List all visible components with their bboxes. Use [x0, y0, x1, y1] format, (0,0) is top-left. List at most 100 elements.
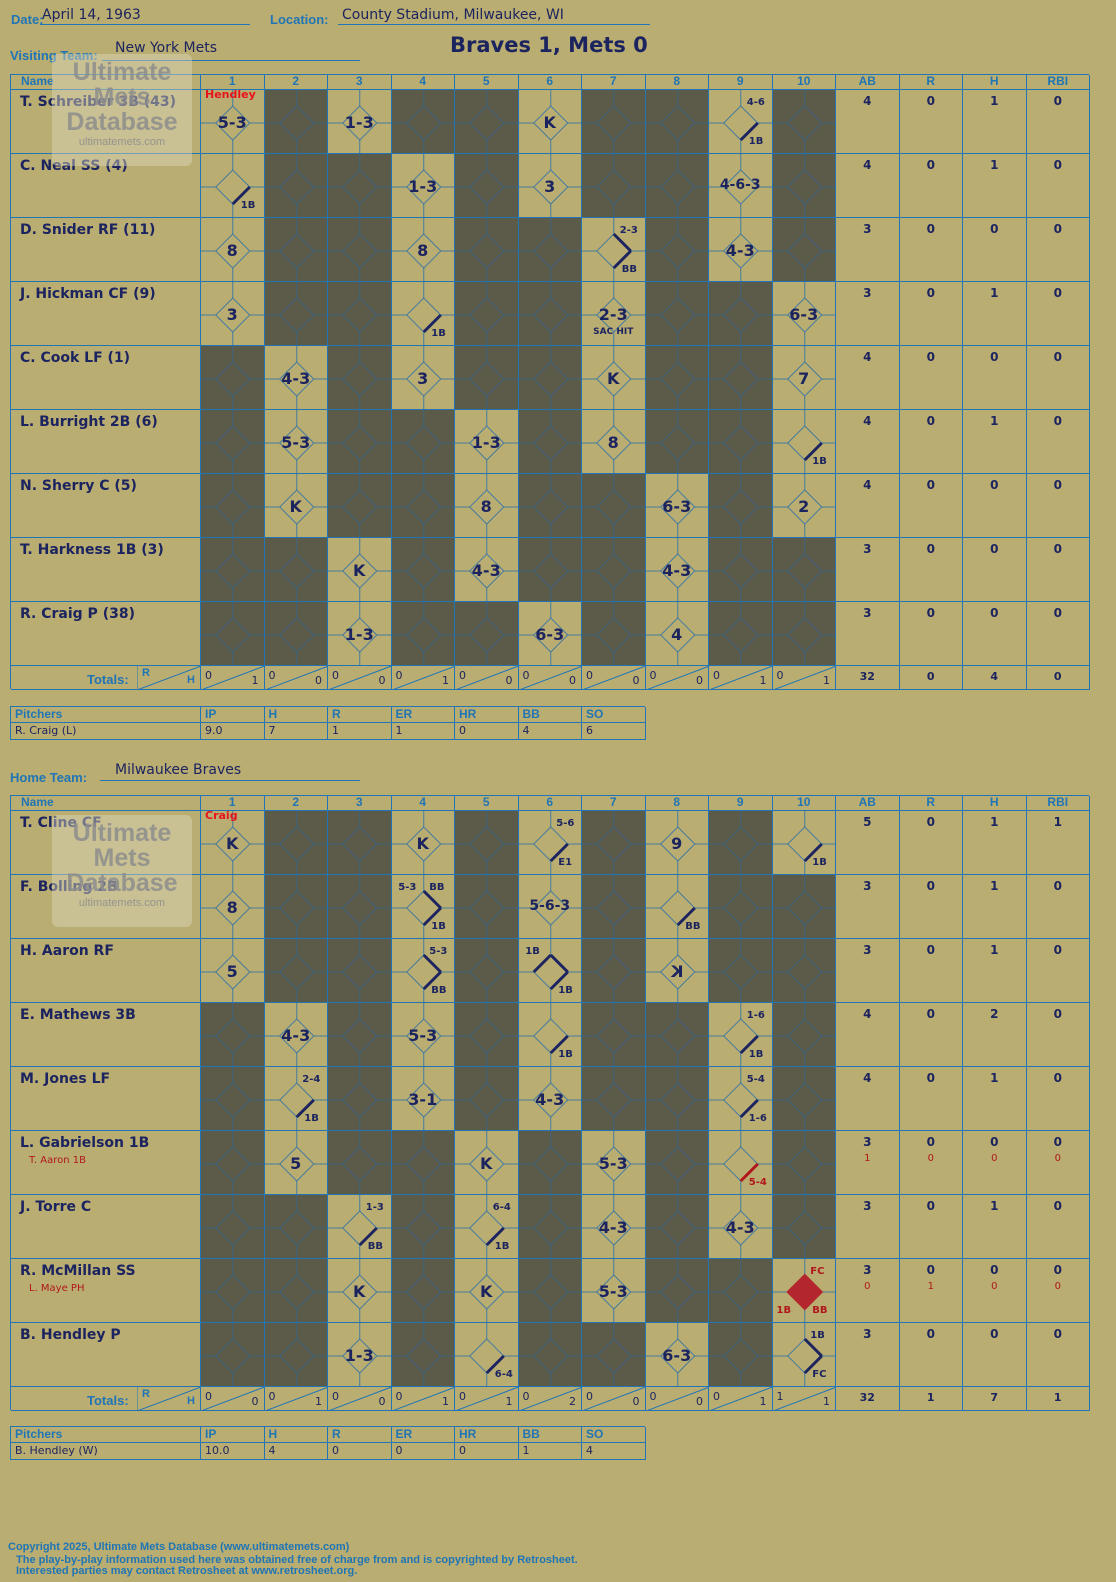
totals-divider: [391, 1387, 455, 1411]
play-notation: 4-3: [471, 561, 501, 580]
pitcher-stat: 4: [264, 1443, 328, 1460]
stat-cell-h: 1: [963, 1067, 1027, 1131]
diamond-icon: [455, 811, 519, 875]
stat-value: 1: [990, 815, 999, 829]
diamond-icon: [455, 1195, 519, 1259]
diamond-icon: [328, 1259, 392, 1323]
play-notation: 8: [226, 898, 238, 917]
at-bat-cell: K Craig: [201, 809, 265, 875]
play-notation: K: [416, 834, 429, 853]
at-bat-cell: [391, 602, 455, 666]
date-value: April 14, 1963: [42, 7, 141, 23]
player-name: R. McMillan SS: [20, 1263, 136, 1279]
at-bat-cell: K: [328, 1259, 392, 1323]
play-notation: 5-6-3: [529, 898, 571, 914]
stat-cell-rbi: 0: [1026, 538, 1090, 602]
total-r: 1: [926, 1391, 935, 1404]
diamond-icon: [518, 1067, 582, 1131]
diamond-icon: [772, 538, 836, 602]
stat-value: 1: [990, 94, 999, 108]
play-notation: 1-3: [408, 177, 438, 196]
stat-value: 3: [863, 1327, 872, 1341]
stat-header-rbi: RBI: [1026, 796, 1090, 811]
at-bat-cell: [328, 1131, 392, 1195]
diamond-icon: [391, 410, 455, 474]
diamond-icon: [645, 1195, 709, 1259]
home-team-underline: [100, 780, 360, 781]
diamond-icon: [772, 602, 836, 666]
diamond-icon: [201, 939, 265, 1003]
player-name: T. Cline CF: [20, 815, 102, 831]
inning-hits: 1: [442, 674, 449, 687]
stat-cell-rbi: 0: [1026, 346, 1090, 410]
stat-value: 3: [863, 1135, 872, 1149]
at-bat-cell: [582, 875, 646, 939]
stat-cell-r: 0: [899, 1003, 963, 1067]
diamond-icon: [582, 1195, 646, 1259]
stat-cell-rbi: 0: [1026, 1067, 1090, 1131]
play-note: 1B: [431, 328, 446, 339]
at-bat-cell: K: [455, 1259, 519, 1323]
totals-divider: [137, 666, 201, 690]
totals-label: Totals:: [87, 672, 129, 687]
inning-hits: 1: [823, 674, 830, 687]
diamond-icon: [582, 1323, 646, 1387]
diamond-icon: [582, 410, 646, 474]
total-h-cell: 7: [963, 1387, 1027, 1411]
stat-cell-ab: 3: [836, 282, 900, 346]
inning-hits: 1: [505, 1395, 513, 1408]
at-bat-cell: [328, 346, 392, 410]
diamond-icon: [582, 346, 646, 410]
stat-cell-rbi: 0: [1026, 410, 1090, 474]
at-bat-cell: 8: [455, 474, 519, 538]
pitchers-header: Pitchers: [11, 707, 201, 723]
watermark-logo: Ultimate Mets Database ultimatemets.com: [52, 54, 192, 166]
diamond-icon: [455, 410, 519, 474]
at-bat-cell: [455, 602, 519, 666]
at-bat-cell: [772, 1003, 836, 1067]
diamond-icon: [264, 1003, 328, 1067]
totals-divider: [772, 666, 836, 690]
diamond-icon: [391, 939, 455, 1003]
diamond-icon: [709, 90, 773, 154]
play-note: E1: [558, 857, 573, 868]
at-bat-cell: [264, 1195, 328, 1259]
at-bat-cell: 1-3: [455, 410, 519, 474]
player-name: M. Jones LF: [20, 1071, 111, 1087]
totals-divider: [328, 1387, 392, 1411]
diamond-icon: [328, 602, 392, 666]
totals-label: Totals:: [87, 1393, 129, 1408]
stat-cell-rbi: 0: [1026, 602, 1090, 666]
diamond-icon: [772, 154, 836, 218]
player-name: J. Torre C: [20, 1199, 92, 1215]
at-bat-cell: [455, 346, 519, 410]
at-bat-cell: [772, 1067, 836, 1131]
diamond-icon: [518, 410, 582, 474]
at-bat-cell: 6-4 1B: [455, 1195, 519, 1259]
at-bat-cell: 4-6 1B: [709, 90, 773, 154]
at-bat-cell: 1B: [518, 1003, 582, 1067]
totals-divider: [455, 1387, 519, 1411]
stat-cell-r: 0: [899, 410, 963, 474]
totals-cell: Totals: R H: [11, 1387, 201, 1411]
totals-r-label: R: [142, 667, 150, 679]
stat-value: 3: [863, 606, 872, 620]
inning-header-2: 2: [264, 75, 328, 90]
at-bat-cell: [772, 538, 836, 602]
at-bat-cell: [645, 154, 709, 218]
stat-value: 4: [863, 478, 872, 492]
stat-cell-h: 0: [963, 1323, 1027, 1387]
inning-hits: 0: [696, 674, 703, 687]
stat-cell-ab: 4: [836, 410, 900, 474]
at-bat-cell: 2-4 1B: [264, 1067, 328, 1131]
diamond-icon: [391, 154, 455, 218]
at-bat-cell: 6-3: [645, 474, 709, 538]
totals-cell: Totals: R H: [11, 666, 201, 690]
run-scored-mark: [785, 1273, 823, 1311]
diamond-icon: [201, 811, 265, 875]
diamond-icon: [645, 90, 709, 154]
diamond-icon: [264, 602, 328, 666]
